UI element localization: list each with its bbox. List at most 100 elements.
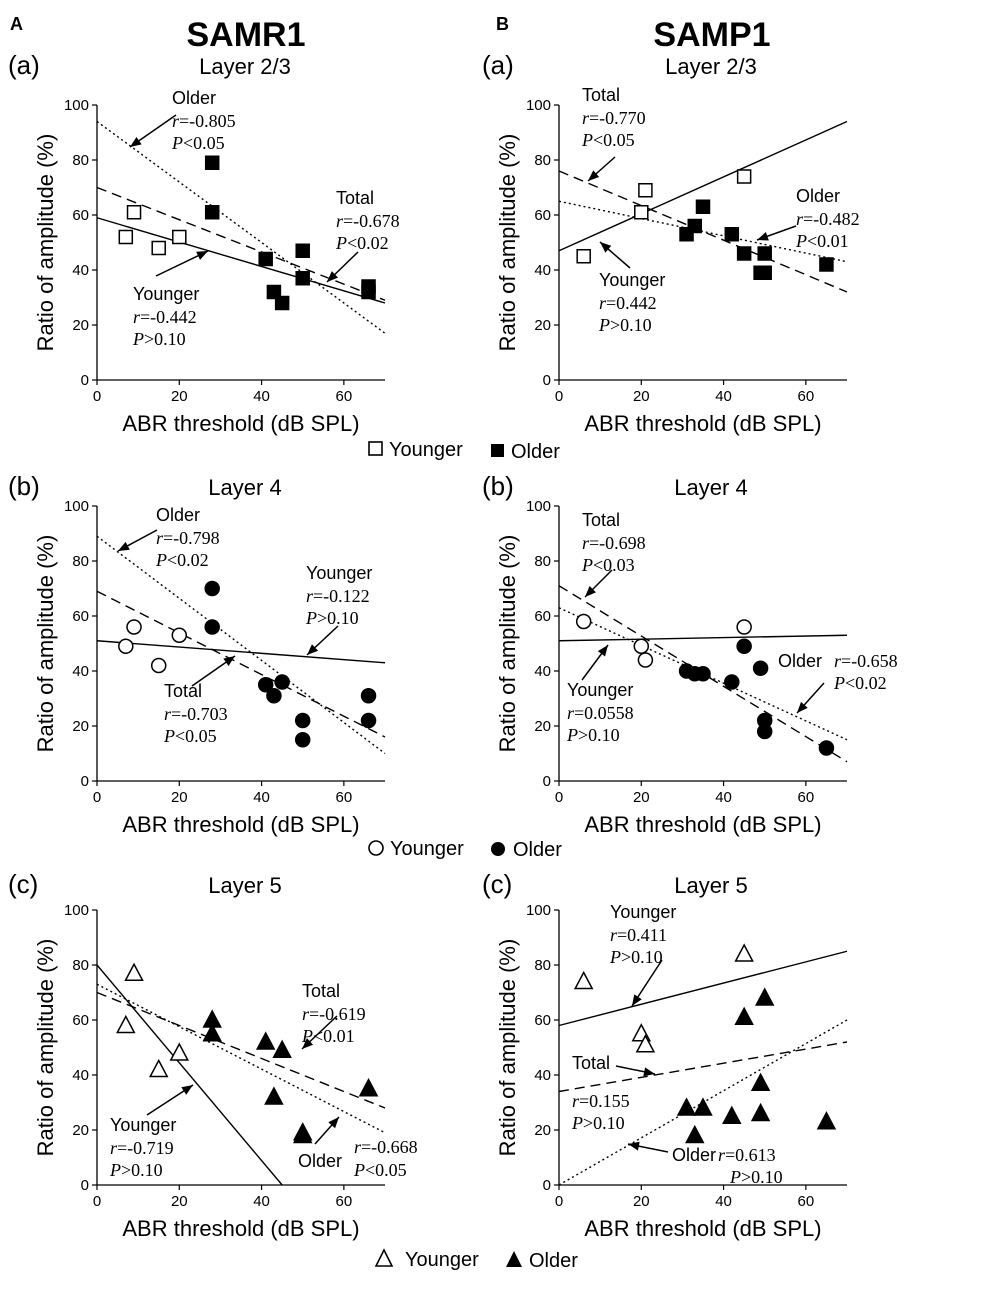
x-tick-label: 20 xyxy=(171,1193,188,1210)
x-tick-label: 0 xyxy=(93,789,101,806)
annotation-label: Younger xyxy=(133,284,199,304)
x-tick-label: 40 xyxy=(715,388,732,405)
y-tick-label: 80 xyxy=(534,553,551,570)
y-tick-label: 80 xyxy=(72,957,89,974)
annotation-p-value: P<0.05 xyxy=(353,1160,407,1180)
annotation-label: Total xyxy=(336,188,374,208)
annotation-label: Total xyxy=(582,510,620,530)
older-point xyxy=(750,1102,771,1122)
older-point xyxy=(693,1097,713,1116)
panel-label: (b) xyxy=(482,471,514,501)
older-point xyxy=(294,712,311,729)
older-point xyxy=(722,1105,742,1124)
y-tick-label: 40 xyxy=(534,1067,551,1084)
legend-squares: Younger Older xyxy=(368,439,560,463)
annotation-arrowhead xyxy=(588,170,600,181)
younger-point xyxy=(573,970,594,990)
x-tick-label: 40 xyxy=(253,789,270,806)
legend-older-triangle-marker xyxy=(506,1251,522,1267)
legends: Younger Older Younger Older Younger Olde… xyxy=(368,439,578,1272)
y-tick-label: 60 xyxy=(534,608,551,625)
annotation-label: Total xyxy=(164,681,202,701)
legend-younger-label: Younger xyxy=(390,838,464,860)
younger-point xyxy=(150,657,167,674)
fit-line-older xyxy=(96,983,386,1134)
column-b-letter: B xyxy=(496,14,509,34)
y-tick-label: 60 xyxy=(534,1012,551,1029)
annotation-arrowhead xyxy=(585,586,596,597)
annotation-r-value: r=-0.770 xyxy=(582,108,646,128)
annotation-arrowhead xyxy=(181,1085,193,1095)
y-tick-label: 40 xyxy=(72,262,89,279)
older-point xyxy=(816,1111,837,1130)
fit-line-younger xyxy=(558,634,848,642)
y-tick-label: 100 xyxy=(526,97,551,114)
annotation-arrowhead xyxy=(196,251,208,260)
annotation-r-value: r=-0.798 xyxy=(156,528,220,548)
annotation-label: Younger xyxy=(110,1115,176,1135)
x-axis-label: ABR threshold (dB SPL) xyxy=(122,1216,359,1241)
older-point xyxy=(736,246,752,261)
fit-line-total xyxy=(558,170,848,293)
legend-older-square-marker xyxy=(491,444,504,457)
chart-panel-2: (a) Layer 2/3 0 20 40 60 0 20 40 60 80 100 ABR thres… xyxy=(482,50,860,436)
annotation-p-value: P<0.02 xyxy=(335,233,389,253)
older-point xyxy=(695,199,711,214)
legend-older-label: Older xyxy=(511,441,560,463)
younger-point xyxy=(171,627,188,643)
older-point xyxy=(294,732,311,748)
annotation-p-value: P<0.01 xyxy=(795,231,849,251)
y-tick-label: 20 xyxy=(534,1122,551,1139)
annotation-r-value: r=-0.482 xyxy=(796,209,860,229)
annotation-p-value: P<0.05 xyxy=(581,130,635,150)
younger-point xyxy=(172,229,187,245)
x-tick-label: 60 xyxy=(798,1193,815,1210)
older-point xyxy=(361,284,376,300)
older-point xyxy=(752,660,769,676)
x-axis-label: ABR threshold (dB SPL) xyxy=(122,812,359,837)
panel-label: (a) xyxy=(8,50,40,80)
annotation-arrowhead xyxy=(327,271,339,282)
annotation-label: Younger xyxy=(306,563,372,583)
older-point xyxy=(295,243,310,258)
y-tick-label: 20 xyxy=(72,1122,89,1139)
annotation-arrowhead xyxy=(632,994,642,1006)
column-a-letter: A xyxy=(10,14,23,34)
x-tick-label: 20 xyxy=(171,388,188,405)
fit-line-younger xyxy=(96,217,386,304)
older-point xyxy=(202,1023,222,1042)
annotation-r-value: r=0.613 xyxy=(718,1145,776,1165)
annotation-arrowhead xyxy=(307,644,319,655)
annotation-arrowhead xyxy=(757,232,769,241)
x-tick-label: 60 xyxy=(336,789,353,806)
annotation-label: Younger xyxy=(567,680,633,700)
older-point xyxy=(695,666,711,682)
annotation-r-value: r=-0.678 xyxy=(336,211,400,231)
y-tick-label: 20 xyxy=(72,317,89,334)
younger-point xyxy=(635,1034,656,1053)
older-point xyxy=(757,265,772,280)
fit-line-total xyxy=(96,186,386,301)
y-tick-label: 100 xyxy=(64,902,89,919)
panel-label: (c) xyxy=(8,869,38,899)
x-tick-label: 60 xyxy=(798,789,815,806)
fit-line-younger xyxy=(96,640,386,664)
older-point xyxy=(204,155,220,170)
younger-point xyxy=(736,169,752,184)
y-axis-label: Ratio of amplitude (%) xyxy=(495,535,520,753)
x-tick-label: 40 xyxy=(253,388,270,405)
annotation-arrowhead xyxy=(797,701,808,713)
younger-point xyxy=(576,249,591,264)
younger-point xyxy=(575,613,592,630)
panel-title: Layer 5 xyxy=(208,873,281,898)
